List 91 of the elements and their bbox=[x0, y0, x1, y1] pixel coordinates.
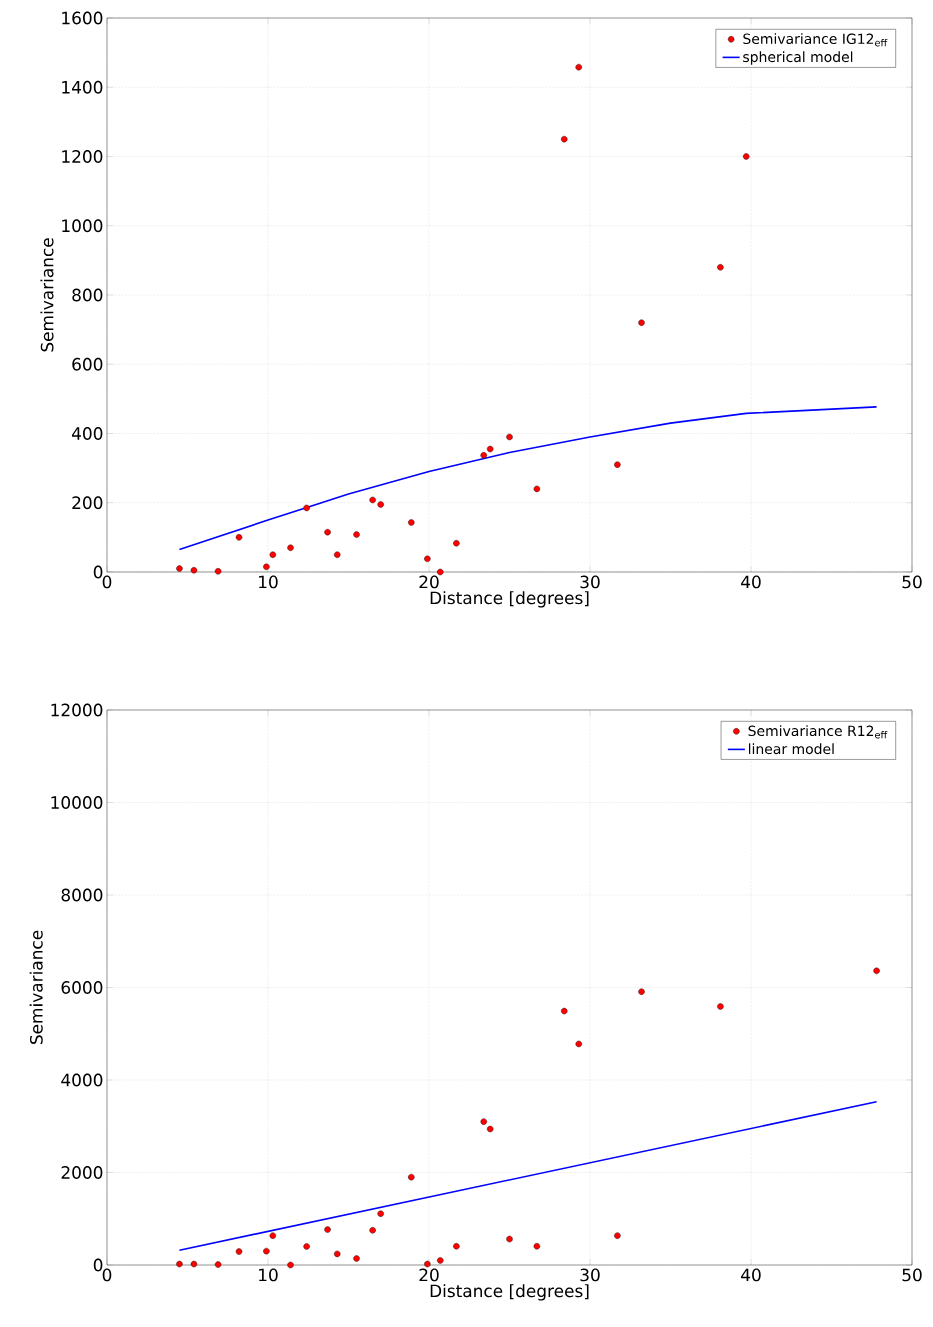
point bbox=[437, 568, 444, 576]
point bbox=[190, 567, 198, 574]
point bbox=[353, 531, 360, 538]
point bbox=[377, 501, 384, 508]
point bbox=[369, 1227, 376, 1234]
point bbox=[303, 1243, 310, 1250]
point bbox=[214, 568, 222, 575]
point bbox=[561, 135, 568, 143]
point bbox=[214, 1261, 222, 1268]
x-tick-label: 40 bbox=[741, 1268, 761, 1282]
x-axis-title: Distance [degrees] bbox=[430, 1284, 589, 1301]
point bbox=[369, 496, 376, 504]
point bbox=[717, 264, 724, 271]
x-tick-label: 50 bbox=[902, 1268, 922, 1282]
point bbox=[334, 551, 341, 558]
point bbox=[742, 153, 750, 160]
x-tick-label: 40 bbox=[741, 575, 761, 589]
point bbox=[263, 1247, 270, 1255]
point bbox=[353, 1255, 360, 1262]
y-tick-label: 12000 bbox=[51, 703, 103, 717]
legend-label: linear model bbox=[748, 743, 834, 755]
point bbox=[287, 544, 294, 551]
point bbox=[235, 534, 243, 541]
y-tick-label: 2000 bbox=[61, 1166, 103, 1179]
x-tick-label: 30 bbox=[580, 575, 600, 589]
y-tick-label: 0 bbox=[93, 565, 103, 579]
point bbox=[377, 1210, 384, 1217]
point bbox=[533, 485, 541, 493]
legend-label: Semivariance IG12$_{eff}$ bbox=[743, 33, 888, 47]
y-tick-label: 1200 bbox=[62, 150, 103, 163]
point bbox=[575, 63, 582, 71]
point bbox=[614, 1232, 621, 1239]
point bbox=[408, 1173, 415, 1181]
point bbox=[638, 319, 645, 326]
x-tick-label: 20 bbox=[419, 1268, 439, 1282]
point bbox=[480, 452, 487, 459]
point bbox=[287, 1261, 294, 1269]
point bbox=[717, 1003, 724, 1010]
x-tick-label: 30 bbox=[580, 1268, 600, 1282]
x-tick-label: 0 bbox=[102, 575, 112, 589]
point bbox=[638, 988, 645, 995]
point bbox=[506, 433, 513, 441]
point bbox=[453, 1243, 460, 1250]
line-series bbox=[178, 406, 878, 551]
x-tick-label: 10 bbox=[259, 575, 278, 589]
point bbox=[561, 1007, 568, 1015]
y-tick-label: 4000 bbox=[61, 1073, 103, 1087]
point bbox=[533, 1243, 541, 1250]
point bbox=[614, 461, 621, 468]
point bbox=[575, 1040, 582, 1048]
x-tick-label: 10 bbox=[259, 1268, 278, 1282]
point bbox=[873, 967, 880, 975]
y-axis-title: Semivariance bbox=[40, 238, 54, 352]
point bbox=[486, 445, 494, 453]
y-axis-title: Semivariance bbox=[29, 930, 43, 1045]
y-tick-label: 1400 bbox=[62, 80, 103, 94]
legend-label: spherical model bbox=[743, 51, 853, 65]
point bbox=[506, 1235, 513, 1243]
y-tick-label: 800 bbox=[72, 288, 103, 302]
point bbox=[235, 1248, 243, 1255]
point bbox=[324, 1226, 331, 1233]
point bbox=[269, 551, 277, 558]
point bbox=[324, 528, 331, 536]
x-tick-label: 20 bbox=[419, 575, 439, 589]
point bbox=[334, 1250, 341, 1258]
point bbox=[190, 1260, 198, 1268]
point bbox=[176, 565, 183, 572]
point bbox=[424, 1260, 431, 1268]
y-tick-label: 200 bbox=[72, 496, 103, 510]
x-axis-title: Distance [degrees] bbox=[430, 591, 589, 608]
x-tick-label: 0 bbox=[102, 1268, 112, 1282]
y-tick-label: 600 bbox=[72, 357, 103, 371]
x-tick-label: 50 bbox=[902, 575, 922, 589]
point bbox=[437, 1257, 444, 1264]
point bbox=[303, 504, 310, 512]
y-tick-label: 6000 bbox=[61, 981, 103, 994]
point bbox=[424, 555, 431, 563]
point bbox=[176, 1260, 183, 1268]
point bbox=[263, 563, 270, 570]
y-tick-label: 0 bbox=[93, 1258, 103, 1272]
y-tick-label: 1600 bbox=[62, 11, 103, 25]
point bbox=[269, 1232, 277, 1239]
point bbox=[453, 540, 460, 547]
y-tick-label: 1000 bbox=[62, 219, 103, 233]
point bbox=[480, 1118, 487, 1125]
y-tick-label: 400 bbox=[71, 427, 103, 440]
y-tick-label: 10000 bbox=[51, 796, 103, 809]
legend-label: Semivariance R12$_{eff}$ bbox=[748, 725, 888, 739]
point bbox=[486, 1125, 494, 1133]
point bbox=[408, 519, 415, 526]
y-tick-label: 8000 bbox=[61, 888, 103, 902]
